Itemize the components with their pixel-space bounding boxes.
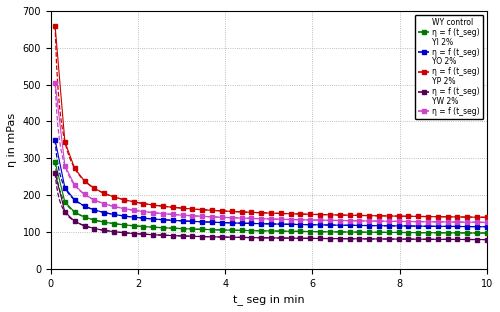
- X-axis label: t_ seg in min: t_ seg in min: [233, 294, 304, 305]
- Legend: WY control, η = f (t_seg), YI 2%, η = f (t_seg), YO 2%, η = f (t_seg), YP 2%, η : WY control, η = f (t_seg), YI 2%, η = f …: [415, 15, 483, 119]
- Y-axis label: η in mPas: η in mPas: [7, 113, 17, 167]
